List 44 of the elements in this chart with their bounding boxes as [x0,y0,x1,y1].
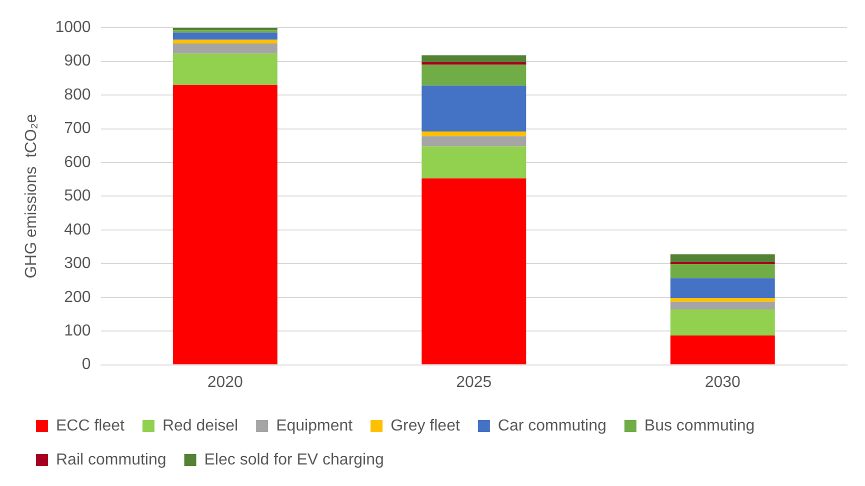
legend-label: Red deisel [162,417,238,434]
bar [670,298,775,302]
bar [422,62,526,65]
y-tick-label: 500 [64,188,91,205]
bar [172,84,278,364]
bar [422,146,526,178]
legend-label: Equipment [276,417,354,434]
legend-label: Rail commuting [56,451,166,468]
bar [172,32,278,40]
x-tick-label: 2030 [704,374,741,391]
bar [172,28,278,30]
bar [172,54,278,85]
bar [172,43,278,54]
y-tick-label: 600 [64,154,91,171]
bar [422,86,526,132]
y-axis-title: GHG emissions tCO₂e [23,114,40,278]
legend-label: ECC fleet [56,417,126,434]
bar [172,40,278,44]
x-tick-label: 2025 [456,374,492,391]
bar [422,178,526,364]
bar [670,264,775,278]
legend-label: Grey fleet [390,417,460,434]
bar [670,278,775,298]
bar [670,254,775,262]
y-tick-label: 700 [64,120,91,138]
y-tick-label: 100 [64,322,91,340]
y-tick-label: 200 [64,288,91,306]
y-tick-label: 1000 [55,19,91,36]
bar [670,310,775,336]
bar [422,64,526,86]
bar [422,55,526,62]
bar [422,131,526,136]
y-tick-label: 400 [64,221,91,238]
y-tick-label: 300 [64,255,91,272]
y-tick-label: 900 [64,52,91,70]
bar [670,335,775,364]
y-tick-label: 0 [82,356,91,374]
x-tick-label: 2020 [207,374,244,391]
bar [670,302,775,310]
bar [422,136,526,146]
legend-label: Elec sold for EV charging [204,451,384,468]
y-tick-label: 800 [64,86,91,104]
legend-label: Bus commuting [644,417,755,434]
legend-label: Car commuting [498,417,606,434]
